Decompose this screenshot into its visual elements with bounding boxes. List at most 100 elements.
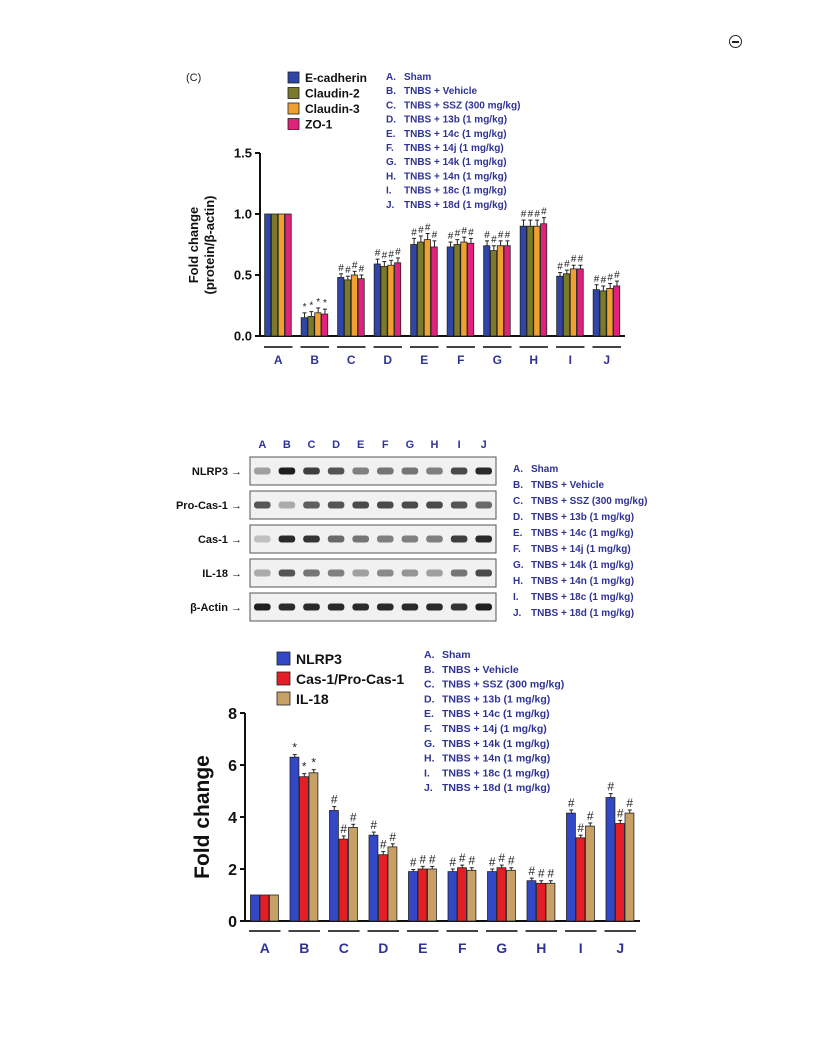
c1-bar bbox=[380, 266, 388, 337]
c1-bar bbox=[556, 275, 564, 337]
c3-bar bbox=[506, 869, 516, 922]
c3-legend-key: E. bbox=[424, 708, 434, 720]
blot-band bbox=[303, 535, 320, 543]
c1-bar bbox=[503, 245, 511, 337]
c1-legend-key: G. bbox=[386, 157, 397, 168]
c3-bar bbox=[259, 894, 270, 922]
blot-lane-label: A bbox=[258, 439, 266, 451]
c3-significance-mark: # bbox=[389, 830, 396, 844]
c3-significance-mark: # bbox=[419, 852, 426, 866]
blot-band bbox=[254, 569, 271, 577]
c1-significance-mark: # bbox=[607, 273, 613, 284]
blot-band bbox=[254, 467, 271, 475]
c3-legend-swatch bbox=[276, 691, 291, 706]
c1-legend-key: A. bbox=[386, 72, 396, 83]
blot-lane-label: H bbox=[431, 439, 439, 451]
c3-bar bbox=[387, 846, 398, 922]
blot-legend-text: TNBS + 13b (1 mg/kg) bbox=[531, 512, 634, 523]
c3-significance-mark: # bbox=[547, 867, 554, 881]
c1-bar bbox=[467, 242, 475, 337]
blot-lane-label: F bbox=[382, 439, 389, 451]
blot-row-label: β-Actin → bbox=[190, 602, 242, 614]
c3-bar bbox=[536, 882, 546, 922]
c3-significance-mark: * bbox=[292, 741, 297, 755]
blot-lane-label: B bbox=[283, 439, 291, 451]
c1-bar bbox=[606, 288, 614, 337]
blot-legend-text: TNBS + 18c (1 mg/kg) bbox=[531, 592, 634, 603]
blot-band bbox=[327, 501, 345, 509]
c1-significance-mark: # bbox=[411, 227, 417, 238]
blot-band bbox=[303, 603, 320, 611]
c1-category-label: G bbox=[493, 353, 502, 367]
blot-lane-label: G bbox=[406, 439, 415, 451]
c1-significance-mark: * bbox=[316, 297, 320, 308]
c3-legend-key: C. bbox=[424, 679, 435, 691]
c1-significance-mark: # bbox=[498, 230, 504, 241]
c1-significance-mark: # bbox=[359, 264, 365, 275]
c3-y-tick-label: 8 bbox=[228, 706, 237, 723]
c1-legend-text: TNBS + 14n (1 mg/kg) bbox=[404, 171, 507, 182]
c3-legend-text: TNBS + 18d (1 mg/kg) bbox=[442, 782, 550, 794]
c1-legend-key: B. bbox=[386, 86, 396, 97]
c1-bar bbox=[483, 245, 491, 337]
blot-legend-key: E. bbox=[513, 528, 523, 539]
western-blot-panel: A B C D E F G H I J NLRP3 → Pro-Cas-1 → Cas-1 → IL-18… bbox=[176, 439, 647, 622]
c3-bar bbox=[526, 880, 537, 922]
c1-significance-mark: # bbox=[418, 225, 424, 236]
c3-category-label: F bbox=[458, 940, 467, 956]
blot-legend-text: TNBS + 14n (1 mg/kg) bbox=[531, 576, 634, 587]
blot-lane-label: D bbox=[332, 439, 340, 451]
blot-lane-label: C bbox=[308, 439, 316, 451]
blot-band bbox=[377, 569, 394, 577]
c1-category-label: H bbox=[529, 353, 538, 367]
blot-band bbox=[377, 501, 394, 509]
blot-band bbox=[401, 535, 419, 543]
c3-bar bbox=[615, 823, 625, 922]
c1-bar bbox=[350, 274, 358, 337]
c1-legend-key: I. bbox=[386, 186, 392, 197]
c1-legend-swatch bbox=[287, 71, 300, 84]
c1-y-axis-label: Fold change(protein/β-actin) bbox=[186, 196, 217, 295]
c1-legend-series-name: E-cadherin bbox=[305, 71, 367, 85]
c1-significance-mark: # bbox=[432, 230, 438, 241]
c1-legend-key: E. bbox=[386, 129, 396, 140]
c1-significance-mark: # bbox=[521, 209, 527, 220]
c3-legend-series-name: NLRP3 bbox=[296, 651, 342, 667]
c3-bar bbox=[338, 838, 349, 922]
blot-band bbox=[377, 467, 394, 475]
c3-bar bbox=[605, 797, 616, 922]
blot-legend-text: Sham bbox=[531, 464, 558, 475]
blot-band bbox=[426, 569, 443, 577]
blot-row-label: NLRP3 → bbox=[192, 466, 242, 478]
c1-bar bbox=[569, 268, 577, 337]
c3-significance-mark: # bbox=[429, 852, 436, 866]
c1-significance-mark: # bbox=[528, 209, 534, 220]
blot-band bbox=[475, 569, 492, 577]
c1-bar bbox=[277, 213, 285, 337]
c3-significance-mark: # bbox=[577, 821, 584, 835]
c1-legend-text: TNBS + 13b (1 mg/kg) bbox=[404, 115, 507, 126]
blot-band bbox=[352, 467, 369, 475]
c3-legend-text: TNBS + 14n (1 mg/kg) bbox=[442, 753, 550, 765]
c1-bar bbox=[533, 225, 541, 337]
blot-band bbox=[278, 535, 296, 543]
c3-legend-swatch bbox=[276, 651, 291, 666]
c3-bar bbox=[466, 869, 477, 922]
c3-significance-mark: # bbox=[380, 838, 387, 852]
c3-y-axis-label: Fold change bbox=[191, 755, 214, 879]
c1-significance-mark: # bbox=[564, 259, 570, 270]
blot-band bbox=[401, 569, 419, 577]
c1-bar bbox=[540, 223, 548, 337]
c1-category-label: E bbox=[420, 353, 428, 367]
c1-bar bbox=[519, 225, 527, 337]
c1-category-label: J bbox=[603, 353, 610, 367]
c1-significance-mark: * bbox=[309, 301, 313, 312]
c1-category-label: A bbox=[274, 353, 283, 367]
c1-category-label: D bbox=[383, 353, 392, 367]
c3-category-label: C bbox=[339, 940, 349, 956]
c1-significance-mark: # bbox=[601, 275, 607, 286]
c3-legend-text: TNBS + Vehicle bbox=[442, 664, 519, 676]
c3-bar bbox=[308, 772, 319, 922]
blot-band bbox=[475, 467, 492, 475]
c1-bar bbox=[271, 213, 279, 337]
